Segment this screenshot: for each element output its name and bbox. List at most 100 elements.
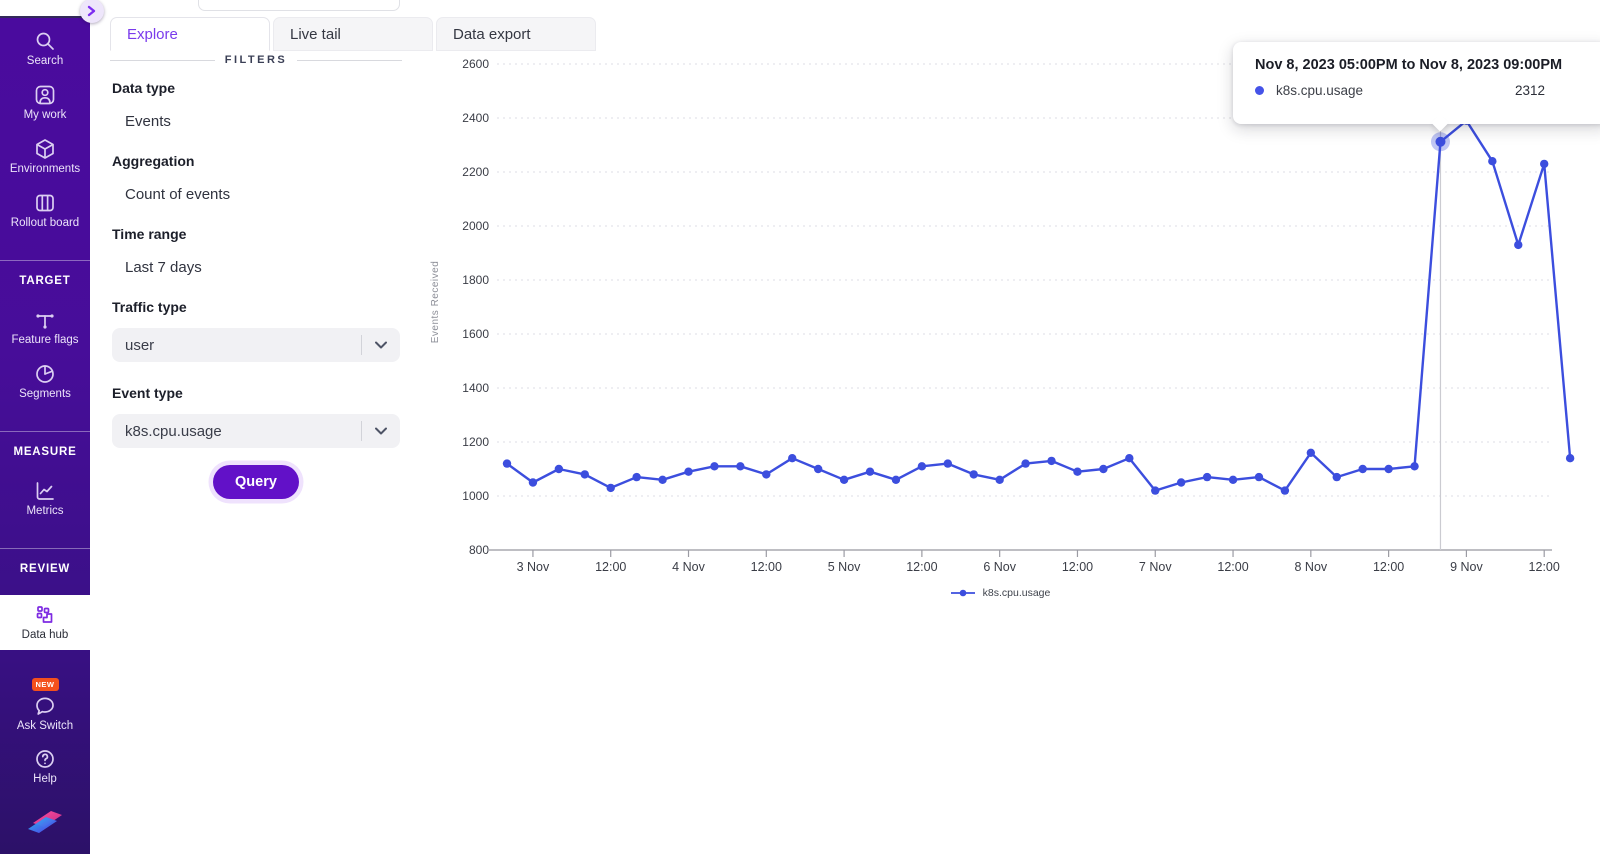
filters-divider: FILTERS <box>110 54 403 66</box>
traffic-type-value: user <box>125 336 155 354</box>
svg-text:12:00: 12:00 <box>1529 560 1560 574</box>
sidebar-item-search[interactable]: Search <box>0 28 90 68</box>
sidebar-section-review: REVIEW <box>19 563 71 575</box>
sidebar-section-measure: MEASURE <box>13 446 77 458</box>
sidebar-item-label: Help <box>33 773 57 785</box>
filter-label-time-range: Time range <box>112 226 187 242</box>
sidebar-bottom: NEW Ask Switch Help <box>0 678 90 854</box>
svg-text:12:00: 12:00 <box>1062 560 1093 574</box>
svg-text:5 Nov: 5 Nov <box>828 560 861 574</box>
sidebar-item-label: Metrics <box>26 505 64 517</box>
sidebar-nav: Search My work Environments <box>0 18 90 854</box>
flag-branch-icon <box>33 307 57 332</box>
line-chart-icon <box>33 478 57 503</box>
sidebar: Search My work Environments <box>0 18 90 854</box>
events-chart-svg[interactable]: 800 1000 1200 1400 1600 1800 2000 2200 2400 2600 3… <box>420 30 1600 620</box>
svg-text:12:00: 12:00 <box>595 560 626 574</box>
chevron-down-icon <box>362 341 400 349</box>
svg-text:9 Nov: 9 Nov <box>1450 560 1483 574</box>
tab-live-tail[interactable]: Live tail <box>273 17 433 51</box>
chart-legend[interactable]: k8s.cpu.usage <box>480 587 1520 599</box>
filters-divider-label: FILTERS <box>224 54 288 66</box>
user-card-icon <box>33 82 57 107</box>
legend-label: k8s.cpu.usage <box>982 587 1051 599</box>
sidebar-item-metrics[interactable]: Metrics <box>0 478 90 518</box>
sidebar-divider <box>0 431 90 432</box>
question-icon <box>33 746 57 771</box>
svg-text:1400: 1400 <box>462 381 489 395</box>
svg-text:Events Received: Events Received <box>430 261 441 344</box>
svg-text:12:00: 12:00 <box>751 560 782 574</box>
sidebar-item-data-hub[interactable]: Data hub <box>0 595 90 650</box>
sidebar-section-target: TARGET <box>19 275 71 287</box>
sidebar-top-divider <box>0 16 82 18</box>
svg-text:3 Nov: 3 Nov <box>517 560 550 574</box>
sidebar-item-label: Ask Switch <box>16 720 74 732</box>
event-type-select[interactable]: k8s.cpu.usage <box>112 414 400 448</box>
chat-bubble-icon <box>33 693 57 718</box>
tooltip-series-name: k8s.cpu.usage <box>1276 83 1364 98</box>
query-button[interactable]: Query <box>213 465 299 499</box>
svg-text:4 Nov: 4 Nov <box>672 560 705 574</box>
svg-text:2600: 2600 <box>462 57 489 71</box>
switch-logo[interactable] <box>24 802 66 842</box>
tooltip-series-value: 2312 <box>1514 83 1545 98</box>
sidebar-item-help[interactable]: Help <box>0 746 90 786</box>
filter-value-data-type: Events <box>125 113 171 130</box>
filter-value-aggregation: Count of events <box>125 186 231 203</box>
event-type-value: k8s.cpu.usage <box>125 422 222 440</box>
tab-data-export[interactable]: Data export <box>436 17 596 51</box>
chevron-down-icon <box>362 427 400 435</box>
series-dot-icon <box>1255 86 1264 95</box>
sidebar-divider <box>0 260 90 261</box>
svg-text:2400: 2400 <box>462 111 489 125</box>
svg-text:7 Nov: 7 Nov <box>1139 560 1172 574</box>
svg-text:6 Nov: 6 Nov <box>983 560 1016 574</box>
filter-label-data-type: Data type <box>112 80 176 96</box>
filters-panel: Data type Events Aggregation Count of ev… <box>112 76 400 499</box>
svg-text:12:00: 12:00 <box>906 560 937 574</box>
new-badge: NEW <box>31 678 59 691</box>
svg-text:1800: 1800 <box>462 273 489 287</box>
cube-icon <box>33 136 57 161</box>
sidebar-item-label: Search <box>26 55 64 67</box>
tooltip-time-range: Nov 8, 2023 05:00PM to Nov 8, 2023 09:00… <box>1255 57 1563 73</box>
sidebar-item-rollout-board[interactable]: Rollout board <box>0 190 90 230</box>
svg-text:2000: 2000 <box>462 219 489 233</box>
filter-label-traffic-type: Traffic type <box>112 299 187 315</box>
svg-text:2200: 2200 <box>462 165 489 179</box>
sidebar-divider <box>0 548 90 549</box>
traffic-type-select[interactable]: user <box>112 328 400 362</box>
svg-text:12:00: 12:00 <box>1217 560 1248 574</box>
sidebar-item-segments[interactable]: Segments <box>0 361 90 401</box>
tab-bar: Explore Live tail Data export <box>110 17 599 51</box>
sidebar-item-ask-switch[interactable]: NEW Ask Switch <box>0 678 90 732</box>
svg-text:800: 800 <box>469 543 489 557</box>
chart-tooltip: Nov 8, 2023 05:00PM to Nov 8, 2023 09:00… <box>1233 42 1600 132</box>
search-icon <box>33 28 57 53</box>
data-hub-icon <box>33 602 57 627</box>
legend-mark-icon <box>950 589 975 597</box>
sidebar-item-environments[interactable]: Environments <box>0 136 90 176</box>
sidebar-item-label: My work <box>23 109 67 121</box>
sidebar-item-label: Data hub <box>21 629 69 641</box>
sidebar-item-label: Segments <box>19 388 71 400</box>
sidebar-item-label: Rollout board <box>10 217 80 229</box>
top-input-fragment[interactable] <box>198 0 400 11</box>
expand-sidebar-button[interactable] <box>80 0 104 23</box>
sidebar-item-label: Environments <box>9 163 81 175</box>
svg-text:8 Nov: 8 Nov <box>1295 560 1328 574</box>
filter-label-event-type: Event type <box>112 385 183 401</box>
svg-text:1600: 1600 <box>462 327 489 341</box>
sidebar-item-feature-flags[interactable]: Feature flags <box>0 307 90 347</box>
chevron-right-icon <box>87 5 97 17</box>
filter-label-aggregation: Aggregation <box>112 153 195 169</box>
columns-icon <box>33 190 57 215</box>
pie-icon <box>33 361 57 386</box>
tooltip-series-row: k8s.cpu.usage 2312 <box>1255 83 1545 98</box>
sidebar-item-my-work[interactable]: My work <box>0 82 90 122</box>
svg-text:1000: 1000 <box>462 489 489 503</box>
svg-text:12:00: 12:00 <box>1373 560 1404 574</box>
svg-text:1200: 1200 <box>462 435 489 449</box>
tab-explore[interactable]: Explore <box>110 17 270 51</box>
